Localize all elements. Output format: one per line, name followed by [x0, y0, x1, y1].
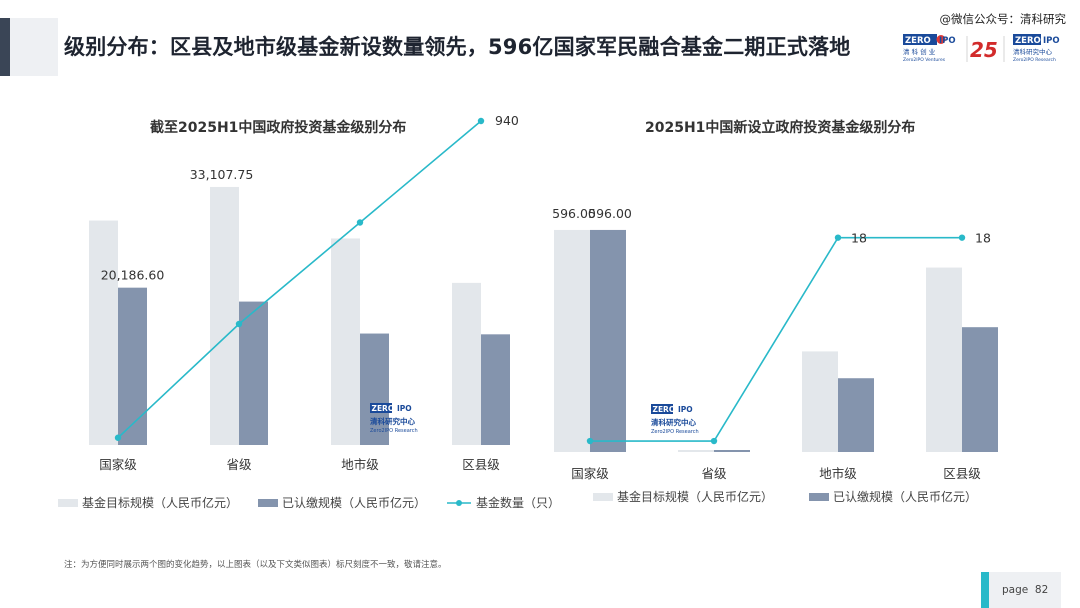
legend-item-paid: 已认缴规模（人民币亿元）: [258, 494, 426, 511]
bar-paid: [714, 450, 750, 452]
legend-swatch: [258, 498, 279, 507]
logo-ipo-text: IPO: [397, 404, 412, 413]
x-tick-label: 地市级: [819, 466, 857, 481]
watermark-logo: ZERO IPO 清科研究中心 Zero2IPO Research: [370, 403, 418, 434]
legend-label: 基金目标规模（人民币亿元）: [617, 490, 774, 504]
page-value: 82: [1034, 584, 1049, 596]
legend-item-count: 基金数量（只）: [446, 494, 560, 511]
logo-cn-text: 清科研究中心: [651, 417, 696, 427]
bar-paid: [118, 287, 147, 445]
legend-line-swatch: [447, 499, 472, 506]
x-tick-label: 区县级: [462, 457, 500, 472]
page-number: page 82: [1002, 584, 1048, 596]
data-label: 940: [495, 113, 519, 128]
watermark-logo: ZERO IPO 清科研究中心 Zero2IPO Research: [651, 404, 699, 435]
count-point: [958, 234, 966, 241]
right-chart-title: 2025H1中国新设立政府投资基金级别分布: [645, 120, 916, 136]
x-tick-label: 国家级: [571, 466, 609, 481]
count-point: [114, 434, 122, 441]
bar-paid: [360, 333, 389, 445]
legend-label: 已认缴规模（人民币亿元）: [282, 496, 427, 510]
data-label: 18: [851, 231, 867, 246]
count-point: [477, 117, 485, 125]
page-number-box: [981, 572, 1061, 608]
logo-en-text: Zero2IPO Research: [1013, 57, 1056, 63]
logo-en-text: Zero2IPO Research: [370, 428, 418, 434]
legend-label: 基金目标规模（人民币亿元）: [82, 496, 239, 510]
zero-logo-block: [370, 403, 392, 413]
logo-dot-icon: [936, 35, 946, 44]
logo-ipo-text: IPO: [939, 36, 956, 46]
logo-zero-text: ZERO: [1015, 36, 1041, 46]
bar-paid: [962, 327, 998, 452]
logo-ipo-text: IPO: [1043, 36, 1060, 46]
footnote: 注：为方便同时展示两个图的变化趋势，以上图表（以及下文类似图表）标尺刻度不一致，…: [64, 560, 447, 570]
x-tick-label: 国家级: [99, 457, 137, 472]
bar-target: [678, 450, 714, 452]
zero-logo-block: [903, 34, 937, 45]
page-number-accent: [981, 572, 989, 608]
bar-target: [331, 238, 360, 445]
legend-label: 基金数量（只）: [476, 496, 561, 510]
logo-ipo-text: IPO: [678, 405, 693, 414]
bar-paid: [838, 378, 874, 452]
right-chart-legend: 基金目标规模（人民币亿元） 已认缴规模（人民币亿元）: [593, 488, 997, 505]
data-label: 18: [975, 231, 991, 246]
x-tick-label: 地市级: [341, 457, 379, 472]
count-point: [235, 320, 243, 328]
bar-target: [452, 282, 481, 445]
count-point: [710, 437, 718, 445]
count-line: [117, 120, 482, 439]
title-accent-bar: [0, 18, 10, 76]
legend-swatch: [809, 492, 830, 501]
bar-target: [210, 186, 239, 446]
bar-target: [554, 229, 590, 452]
left-chart-legend: 基金目标规模（人民币亿元） 已认缴规模（人民币亿元） 基金数量（只）: [58, 494, 580, 511]
count-point: [586, 437, 594, 445]
data-label: 596.00: [588, 206, 632, 221]
logo-zero-text: ZERO: [653, 405, 676, 414]
title-accent-panel: [10, 18, 58, 76]
legend-item-paid: 已认缴规模（人民币亿元）: [809, 488, 977, 505]
bar-target: [926, 267, 962, 452]
page-title: 级别分布：区县及地市级基金新设数量领先，596亿国家军民融合基金二期正式落地: [64, 35, 851, 59]
logo-25-text: 25: [970, 38, 998, 62]
zero-logo-block: [1013, 34, 1041, 45]
legend-item-target: 基金目标规模（人民币亿元）: [593, 488, 773, 505]
count-line: [590, 236, 962, 442]
brand-logos: ZERO IPO 清 科 创 业 Zero2IPO Ventures 25 ZE…: [903, 34, 1060, 63]
data-label: 596.00: [552, 206, 596, 221]
page-label: page: [1002, 584, 1029, 596]
bar-paid: [481, 334, 510, 445]
logo-zero-text: ZERO: [372, 404, 395, 413]
x-tick-label: 区县级: [943, 466, 981, 481]
count-point: [834, 234, 842, 241]
x-tick-label: 省级: [701, 466, 727, 481]
legend-label: 已认缴规模（人民币亿元）: [833, 490, 978, 504]
logo-en-text: Zero2IPO Research: [651, 429, 699, 435]
data-label: 20,186.60: [101, 268, 165, 283]
zero-logo-block: [651, 404, 673, 414]
logo-cn-text: 清科研究中心: [370, 416, 415, 426]
legend-swatch: [593, 492, 613, 501]
logo-cn-text: 清科研究中心: [1013, 47, 1053, 56]
count-point: [356, 219, 364, 226]
data-label: 33,107.75: [190, 167, 254, 182]
bar-paid: [590, 229, 626, 452]
legend-item-target: 基金目标规模（人民币亿元）: [58, 494, 238, 511]
bar-target: [802, 351, 838, 452]
logo-zero-text: ZERO: [905, 36, 931, 46]
bar-target: [89, 220, 118, 445]
x-tick-label: 省级: [226, 457, 252, 472]
logo-cn-text: 清 科 创 业: [903, 47, 936, 56]
bar-paid: [239, 301, 268, 445]
source-credit: @微信公众号：清科研究: [939, 12, 1067, 26]
logo-en-text: Zero2IPO Ventures: [903, 57, 946, 63]
legend-swatch: [58, 498, 78, 507]
left-chart-title: 截至2025H1中国政府投资基金级别分布: [150, 120, 407, 136]
